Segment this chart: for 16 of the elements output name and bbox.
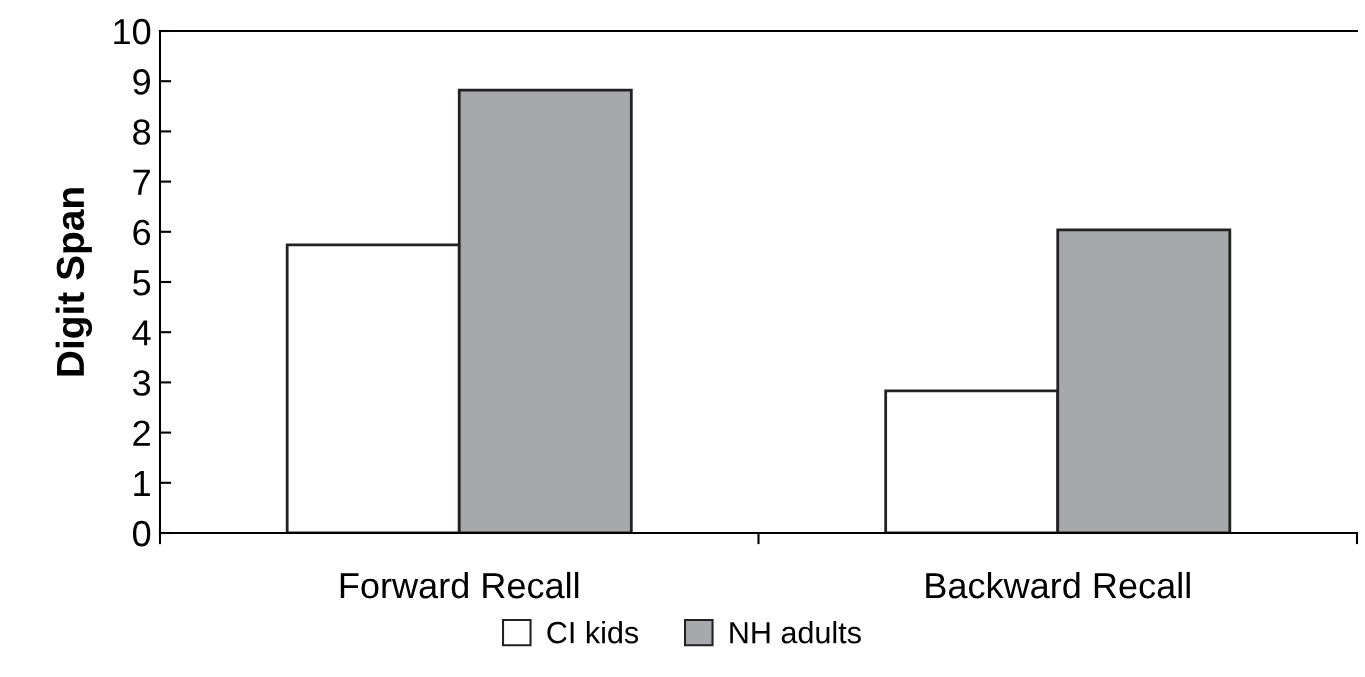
legend-label: CI kids [547,621,639,644]
y-tick-label: 1 [134,471,150,496]
y-tick-label: 10 [114,18,151,45]
x-tick-label: Backward Recall [926,571,1190,599]
y-tick-label: 2 [133,420,150,446]
y-axis-title: Digit Span [55,188,93,376]
y-tick-label: 3 [132,370,151,396]
y-tick-label: 9 [133,69,150,95]
y-tick-label: 7 [133,169,150,195]
legend-label: NH adults [730,621,861,644]
y-tick-label: 0 [133,520,151,547]
x-tick-label: Forward Recall [340,571,579,599]
y-tick-label: 8 [133,119,151,145]
y-tick-label: 6 [133,219,151,246]
y-tick-label: 4 [132,320,151,346]
y-tick-label: 5 [133,270,151,296]
